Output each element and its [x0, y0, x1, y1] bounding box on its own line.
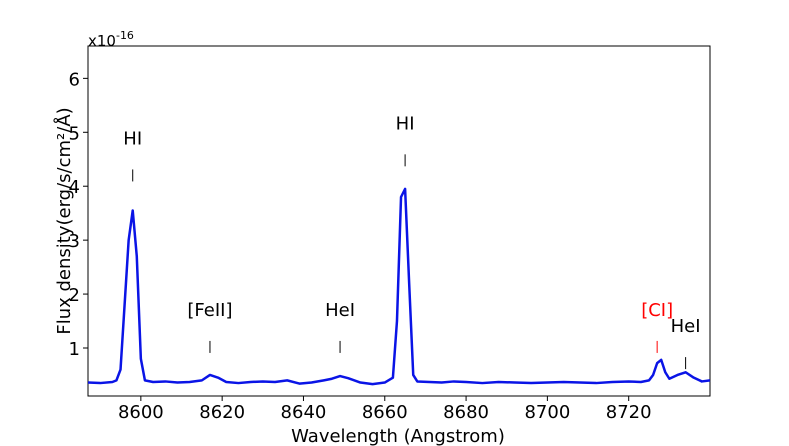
- y-tick-label: 2: [69, 285, 80, 306]
- x-tick-label: 8660: [362, 402, 408, 423]
- annotation-label: HeI: [671, 316, 701, 337]
- y-tick-label: 4: [69, 177, 80, 198]
- x-axis-label: Wavelength (Angstrom): [291, 426, 505, 446]
- y-tick-label: 6: [69, 69, 80, 90]
- x-tick-label: 8640: [281, 402, 327, 423]
- x-tick-label: 8700: [524, 402, 570, 423]
- y-tick-label: 3: [69, 231, 80, 252]
- annotation-label: HI: [396, 113, 415, 134]
- annotation-label: HI: [123, 128, 142, 149]
- offset-base: x10: [88, 32, 116, 50]
- x-tick-label: 8720: [606, 402, 652, 423]
- x-tick-label: 8680: [443, 402, 489, 423]
- plot-frame: [87, 45, 711, 397]
- x-tick-label: 8620: [199, 402, 245, 423]
- spectrum-line: [87, 187, 711, 386]
- annotation-label: HeI: [325, 300, 355, 321]
- y-axis-label: Flux density(erg/s/cm²/Å): [53, 107, 75, 334]
- offset-exponent: -16: [116, 29, 134, 42]
- y-tick-label: 5: [69, 123, 80, 144]
- annotation-label: [CI]: [641, 300, 673, 321]
- annotation-label: [FeII]: [187, 300, 232, 321]
- x-tick-label: 8600: [118, 402, 164, 423]
- y-tick-label: 1: [69, 339, 80, 360]
- offset-text: x10-16: [88, 29, 134, 50]
